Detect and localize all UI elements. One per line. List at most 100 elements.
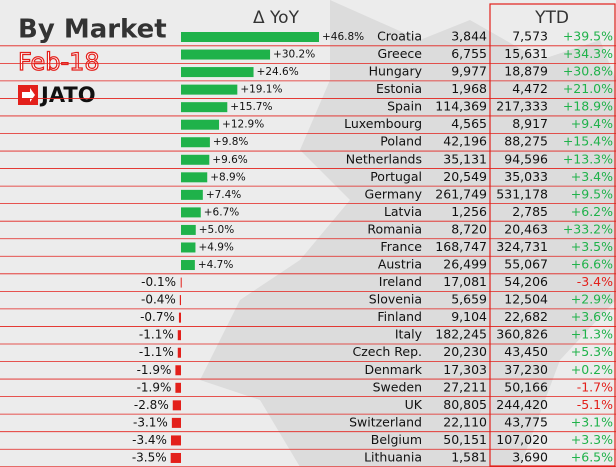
country: UK — [405, 397, 423, 412]
bar — [180, 277, 182, 288]
bar-value-label: -3.4% — [132, 433, 167, 447]
ytd-volume: 50,166 — [504, 379, 548, 394]
ytd-change: +13.3% — [563, 151, 613, 166]
bar-value-label: +46.8% — [322, 31, 364, 43]
ytd-volume: 88,275 — [504, 134, 548, 149]
ytd-volume: 12,504 — [504, 292, 548, 307]
ytd-volume: 43,775 — [504, 414, 548, 429]
bar-value-label: +6.7% — [204, 206, 239, 218]
bar — [170, 452, 181, 463]
bar-value-label: -2.8% — [134, 398, 169, 412]
month-volume: 35,131 — [443, 151, 487, 166]
country: Finland — [377, 309, 422, 324]
bar-value-label: +7.4% — [206, 189, 241, 201]
ytd-header: YTD — [534, 8, 569, 28]
ytd-volume: 531,178 — [496, 186, 548, 201]
bar — [179, 295, 181, 306]
ytd-volume: 18,879 — [504, 64, 548, 79]
ytd-change: +21.0% — [563, 81, 613, 96]
bar-value-label: +9.8% — [213, 136, 248, 148]
country: Croatia — [377, 29, 422, 44]
bar-value-label: -0.4% — [141, 293, 176, 307]
ytd-change: +1.3% — [571, 327, 613, 342]
month-volume: 27,211 — [443, 379, 487, 394]
ytd-volume: 43,450 — [504, 344, 548, 359]
month-volume: 4,565 — [451, 116, 487, 131]
ytd-change: -1.7% — [577, 379, 613, 394]
country: Spain — [387, 99, 422, 114]
month-volume: 6,755 — [451, 46, 487, 61]
month-volume: 50,151 — [443, 432, 487, 447]
month-volume: 22,110 — [443, 414, 487, 429]
month-volume: 8,720 — [451, 221, 487, 236]
country: Greece — [378, 46, 423, 61]
ytd-change: +30.8% — [563, 64, 613, 79]
bar — [181, 189, 203, 200]
ytd-volume: 244,420 — [496, 397, 548, 412]
bar — [181, 102, 228, 113]
month-volume: 182,245 — [435, 327, 487, 342]
bar-value-label: +8.9% — [210, 171, 245, 183]
ytd-change: +3.6% — [571, 309, 613, 324]
map-background — [200, 0, 616, 467]
ytd-volume: 54,206 — [504, 274, 548, 289]
country: France — [380, 239, 422, 254]
bar-value-label: +4.9% — [198, 241, 233, 253]
country: Czech Rep. — [353, 344, 422, 359]
ytd-change: +3.3% — [571, 432, 613, 447]
ytd-volume: 22,682 — [504, 309, 548, 324]
bar — [181, 49, 271, 60]
ytd-volume: 94,596 — [504, 151, 548, 166]
month-volume: 5,659 — [451, 292, 487, 307]
subtitle: Feb-18 — [18, 48, 100, 76]
bar-value-label: +4.7% — [198, 259, 233, 271]
month-volume: 114,369 — [435, 99, 487, 114]
bar — [181, 32, 319, 42]
ytd-change: +33.2% — [563, 221, 613, 236]
ytd-change: +3.1% — [571, 414, 613, 429]
ytd-volume: 37,230 — [504, 362, 548, 377]
bar — [181, 119, 220, 130]
country: Netherlands — [346, 151, 422, 166]
ytd-volume: 55,067 — [504, 257, 548, 272]
month-volume: 42,196 — [443, 134, 487, 149]
ytd-change: +15.4% — [563, 134, 613, 149]
ytd-volume: 3,690 — [512, 449, 548, 464]
ytd-volume: 217,333 — [496, 99, 548, 114]
bar-value-label: -1.1% — [139, 345, 174, 359]
bar-value-label: +30.2% — [273, 49, 315, 61]
month-volume: 261,749 — [435, 186, 487, 201]
country: Latvia — [384, 204, 422, 219]
ytd-volume: 324,731 — [496, 239, 548, 254]
ytd-volume: 15,631 — [504, 46, 548, 61]
bar-value-label: +15.7% — [230, 101, 272, 113]
bar — [181, 260, 195, 271]
month-volume: 26,499 — [443, 257, 487, 272]
country: Italy — [395, 327, 423, 342]
country: Luxembourg — [344, 116, 422, 131]
country: Germany — [365, 186, 423, 201]
ytd-volume: 360,826 — [496, 327, 548, 342]
bar-value-label: +24.6% — [257, 66, 299, 78]
bar — [181, 84, 238, 95]
ytd-change: +2.9% — [571, 292, 613, 307]
bar-value-label: -1.9% — [137, 363, 172, 377]
country: Denmark — [365, 362, 423, 377]
bar — [181, 67, 254, 78]
ytd-change: +6.2% — [571, 204, 613, 219]
bar — [181, 224, 196, 235]
ytd-change: +34.3% — [563, 46, 613, 61]
ytd-change: -3.4% — [577, 274, 613, 289]
country: Romania — [367, 221, 422, 236]
month-volume: 17,303 — [443, 362, 487, 377]
ytd-change: +5.3% — [571, 344, 613, 359]
country: Switzerland — [349, 414, 422, 429]
month-volume: 168,747 — [435, 239, 487, 254]
bar-value-label: +5.0% — [199, 224, 234, 236]
ytd-change: +6.6% — [571, 257, 613, 272]
ytd-change: +3.5% — [571, 239, 613, 254]
ytd-volume: 20,463 — [504, 221, 548, 236]
ytd-change: +18.9% — [563, 99, 613, 114]
ytd-volume: 4,472 — [512, 81, 548, 96]
